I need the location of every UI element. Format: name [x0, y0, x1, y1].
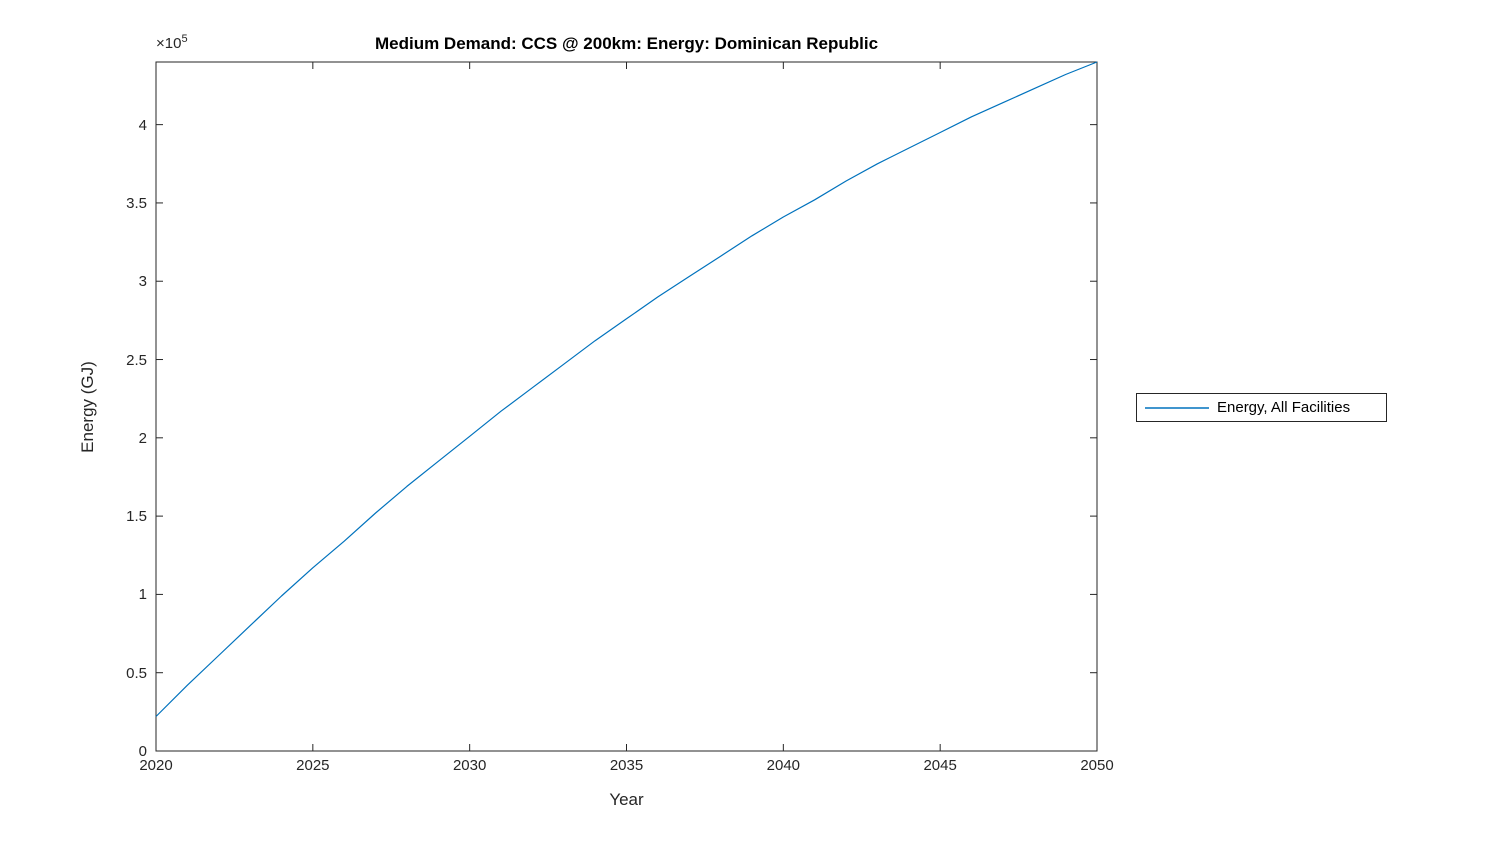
- x-tick-label: 2025: [296, 757, 330, 774]
- y-tick-label: 1.5: [126, 508, 147, 526]
- y-tick-label: 2: [138, 429, 147, 447]
- y-tick-label: 0.5: [126, 664, 147, 682]
- series-line-energy-all-facilities: [155, 61, 1098, 717]
- chart-title: Medium Demand: CCS @ 200km: Energy: Domi…: [374, 34, 879, 53]
- legend-entry-label: Energy, All Facilities: [1217, 399, 1351, 416]
- y-tick-label: 4: [138, 116, 147, 134]
- y-axis-multiplier-base: ×10: [156, 35, 182, 52]
- y-tick-label: 1: [138, 586, 147, 604]
- y-axis-multiplier-exponent: 5: [181, 33, 188, 45]
- y-tick-label: 3: [138, 273, 147, 291]
- x-tick-label: 2045: [923, 757, 957, 774]
- y-tick-label: 2.5: [126, 351, 147, 369]
- x-tick-label: 2020: [139, 757, 173, 774]
- x-tick-label: 2035: [609, 757, 644, 774]
- y-tick-label: 0: [138, 743, 147, 760]
- y-axis-multiplier: ×105: [156, 33, 188, 52]
- legend-line-sample: [1145, 406, 1209, 409]
- axes-box: [155, 61, 1098, 752]
- x-tick-label: 2050: [1080, 757, 1114, 774]
- legend: Energy, All Facilities: [1136, 393, 1387, 422]
- x-tick-label: 2040: [766, 757, 801, 774]
- x-axis-label: Year: [609, 790, 644, 809]
- x-tick-label: 2030: [452, 757, 487, 774]
- y-tick-label: 3.5: [126, 194, 147, 212]
